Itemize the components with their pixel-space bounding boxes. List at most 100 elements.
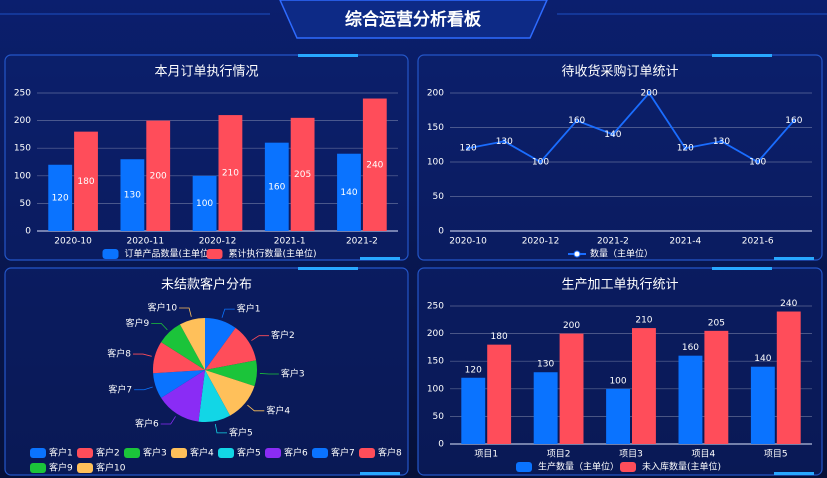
x-tick-label: 2021-2 — [597, 237, 629, 247]
data-label: 205 — [294, 170, 311, 180]
point — [502, 139, 507, 144]
bar — [74, 131, 98, 231]
y-tick-label: 200 — [427, 329, 444, 339]
slice-label: 客户1 — [237, 303, 261, 315]
x-tick-label: 项目3 — [619, 449, 643, 460]
slice-label: 客户8 — [107, 348, 131, 360]
data-label: 130 — [537, 360, 554, 370]
panel-accent — [774, 472, 814, 475]
panel-accent — [712, 267, 772, 270]
x-tick-label: 2020-10 — [54, 237, 92, 247]
y-tick-label: 50 — [433, 192, 445, 202]
legend-label: 客户3 — [143, 447, 167, 459]
leader-line — [214, 423, 227, 434]
legend-swatch — [218, 448, 234, 458]
leader-line — [179, 307, 192, 317]
bar — [362, 98, 387, 232]
leader-line — [251, 335, 270, 341]
legend-label: 客户7 — [331, 447, 355, 459]
legend-label: 客户6 — [284, 447, 308, 459]
pie-slice — [205, 327, 257, 370]
point — [647, 91, 652, 95]
legend-swatch — [102, 249, 119, 259]
y-tick-label: 0 — [438, 227, 444, 237]
data-label: 210 — [222, 169, 239, 179]
bar — [632, 328, 656, 444]
data-label: 200 — [641, 89, 658, 99]
slice-label: 客户6 — [135, 418, 159, 430]
legend-label: 生产数量（主单位） — [538, 461, 619, 473]
y-tick-label: 50 — [433, 412, 445, 422]
data-label: 140 — [754, 354, 771, 364]
bar — [533, 372, 558, 444]
bar — [704, 330, 729, 444]
x-tick-label: 2021-4 — [669, 237, 701, 247]
leader-line — [133, 353, 152, 357]
leader-line — [151, 322, 168, 331]
legend-label: 数量（主单位） — [590, 248, 653, 260]
chart-title: 未结款客户分布 — [161, 277, 252, 293]
point — [610, 132, 615, 137]
legend-swatch — [30, 448, 46, 458]
legend-swatch — [124, 448, 140, 458]
bar — [678, 355, 703, 444]
line — [467, 91, 795, 164]
y-tick-label: 150 — [427, 357, 444, 367]
panel — [417, 54, 823, 261]
bar — [337, 153, 361, 231]
x-tick-label: 项目4 — [692, 449, 716, 460]
legend-label: 客户1 — [49, 447, 73, 459]
point — [538, 160, 543, 164]
bar — [776, 311, 801, 444]
legend-label: 累计执行数量(主单位) — [229, 248, 317, 260]
x-tick-label: 2020-10 — [449, 237, 487, 247]
x-tick-label: 2021-1 — [274, 237, 306, 247]
data-label: 200 — [150, 171, 167, 181]
data-label: 130 — [124, 191, 141, 201]
bar — [606, 388, 630, 444]
legend-label: 未入库数量(主单位) — [642, 461, 721, 473]
y-tick-label: 50 — [20, 199, 32, 209]
data-label: 140 — [604, 130, 621, 140]
header-frame — [279, 0, 548, 39]
pie-slice — [153, 370, 205, 398]
data-label: 160 — [682, 343, 699, 353]
panel-accent — [360, 257, 400, 260]
chart-title: 生产加工单执行统计 — [561, 278, 678, 293]
legend-label: 客户9 — [49, 462, 73, 474]
slice-label: 客户5 — [229, 426, 253, 438]
y-tick-label: 100 — [427, 384, 444, 394]
pie-slice — [161, 324, 205, 370]
bar — [146, 120, 171, 231]
bar — [290, 117, 315, 231]
slice-label: 客户10 — [148, 302, 178, 314]
bar — [461, 377, 486, 444]
legend-swatch — [171, 448, 187, 458]
leader-line — [160, 416, 176, 425]
y-tick-label: 200 — [427, 89, 444, 99]
leader-line — [221, 308, 235, 318]
x-tick-label: 2021-6 — [742, 237, 774, 247]
pie-slice — [205, 360, 257, 387]
bar — [120, 159, 145, 231]
data-label: 210 — [635, 316, 652, 326]
data-label: 130 — [713, 137, 730, 147]
data-label: 140 — [340, 188, 357, 198]
data-label: 240 — [780, 299, 797, 309]
dashboard-title: 综合运营分析看板 — [345, 9, 482, 30]
data-label: 180 — [491, 332, 508, 342]
legend-label: 客户2 — [96, 447, 120, 459]
data-label: 130 — [496, 137, 513, 147]
data-label: 205 — [708, 318, 725, 328]
panel-accent — [774, 257, 814, 260]
slice-label: 客户7 — [108, 383, 132, 395]
panel-accent — [298, 267, 358, 270]
legend-swatch — [77, 448, 93, 458]
chart-title: 本月订单执行情况 — [154, 65, 258, 80]
pie-slice — [153, 342, 205, 374]
legend-label: 客户8 — [378, 447, 402, 459]
pie-slice — [205, 370, 255, 416]
slice-label: 客户4 — [266, 404, 290, 416]
legend-marker — [573, 250, 581, 258]
